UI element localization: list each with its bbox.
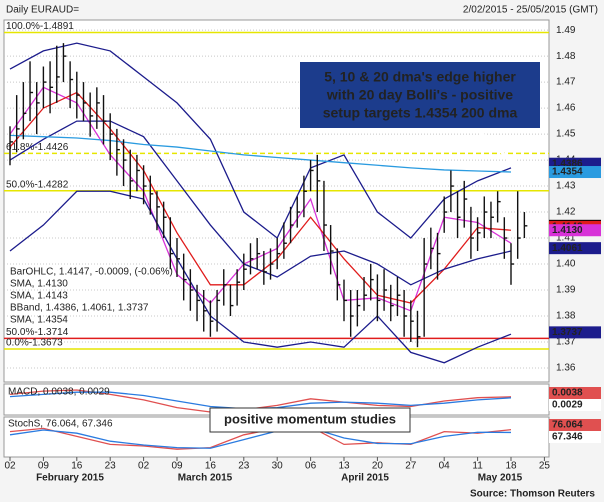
price-label-box: [549, 242, 601, 255]
price-label-box: [549, 166, 601, 179]
y-tick-label: 1.42: [556, 207, 576, 218]
macd-label-box: [549, 387, 601, 399]
stoch-label: 76.064: [552, 420, 583, 431]
x-tick-label: 06: [305, 461, 317, 472]
annotation: setup targets 1.4354 200 dma: [323, 105, 518, 121]
price-label: 1.4061: [552, 243, 583, 254]
x-tick-label: 09: [171, 461, 183, 472]
y-tick-label: 1.39: [556, 285, 576, 296]
legend-entry: SMA, 1.4354: [10, 315, 68, 326]
level-label: 50.0%-1.3714: [6, 327, 69, 338]
note-box: [209, 407, 411, 433]
note: positive momentum studies: [224, 411, 396, 426]
x-tick-label: 23: [105, 461, 117, 472]
stoch-legend: StochS, 76.064, 67.346: [8, 419, 113, 430]
bband-upper: [9, 42, 512, 240]
arrow: [478, 130, 514, 164]
level-label: 61.8%-1.4426: [6, 142, 69, 153]
x-tick-label: 13: [338, 461, 350, 472]
month-label: May 2015: [478, 473, 523, 484]
x-tick-label: 09: [38, 461, 50, 472]
x-tick-label: 16: [205, 461, 217, 472]
indicator-line: [9, 120, 512, 286]
x-tick-label: 02: [4, 461, 16, 472]
indicator-line: [9, 86, 512, 312]
stoch-label-box: [549, 419, 601, 431]
arrow-head: [504, 154, 518, 168]
y-tick-label: 1.37: [556, 337, 576, 348]
x-tick-label: 04: [439, 461, 451, 472]
level-label: 50.0%-1.4282: [6, 179, 69, 190]
price-label: 1.4386: [552, 158, 583, 169]
x-tick-label: 25: [539, 461, 551, 472]
x-tick-label: 02: [138, 461, 150, 472]
macd-label: 0.0029: [552, 400, 583, 411]
price-label-box: [549, 224, 601, 237]
y-tick-label: 1.49: [556, 25, 576, 36]
price-label: 1.3737: [552, 327, 583, 338]
y-tick-label: 1.48: [556, 51, 576, 62]
symbol: Daily EURAUD=: [6, 5, 79, 16]
price-label: 1.4354: [552, 167, 583, 178]
month-label: April 2015: [341, 473, 389, 484]
indicator-line: [9, 91, 512, 304]
stoch-label-box: [549, 431, 601, 443]
y-tick-label: 1.40: [556, 259, 576, 270]
legend-entry: BarOHLC, 1.4147, -0.0009, (-0.06%): [10, 267, 173, 278]
legend-entry: SMA, 1.4130: [10, 279, 68, 290]
price-label: 1.4130: [552, 225, 583, 236]
annotation: 5, 10 & 20 dma's edge higher: [324, 69, 516, 85]
y-tick-label: 1.45: [556, 129, 576, 140]
y-tick-label: 1.41: [556, 233, 576, 244]
x-tick-label: 18: [505, 461, 517, 472]
x-tick-label: 11: [472, 461, 483, 472]
annotation-box: [300, 62, 540, 128]
x-tick-label: 30: [272, 461, 284, 472]
source: Source: Thomson Reuters: [470, 489, 595, 500]
level-label: 0.0%-1.3673: [6, 338, 63, 349]
y-tick-label: 1.46: [556, 103, 576, 114]
stoch-label: 67.346: [552, 432, 583, 443]
macd-label-box: [549, 399, 601, 411]
date-range: 2/02/2015 - 25/05/2015 (GMT): [463, 5, 598, 16]
legend-entry: BBand, 1.4386, 1.4061, 1.3737: [10, 303, 149, 314]
price-label-box: [549, 326, 601, 339]
x-tick-label: 23: [238, 461, 250, 472]
macd-label: 0.0038: [552, 388, 583, 399]
month-label: February 2015: [36, 473, 104, 484]
x-tick-label: 27: [405, 461, 417, 472]
annotation: with 20 day Bolli's - positive: [326, 87, 513, 103]
plot-layer: 1.361.371.381.391.401.411.421.431.441.45…: [4, 21, 601, 484]
legend-entry: SMA, 1.4143: [10, 291, 68, 302]
x-tick-label: 16: [71, 461, 83, 472]
y-tick-label: 1.36: [556, 363, 576, 374]
stoch-line: [9, 427, 512, 449]
y-tick-label: 1.43: [556, 181, 576, 192]
level-label: 100.0%-1.4891: [6, 21, 74, 32]
y-tick-label: 1.38: [556, 311, 576, 322]
indicator-line: [9, 134, 512, 173]
macd-legend: MACD, 0.0038, 0.0029: [8, 387, 110, 398]
bband-lower: [9, 190, 512, 364]
x-tick-label: 20: [372, 461, 384, 472]
month-label: March 2015: [178, 473, 233, 484]
y-tick-label: 1.47: [556, 77, 576, 88]
